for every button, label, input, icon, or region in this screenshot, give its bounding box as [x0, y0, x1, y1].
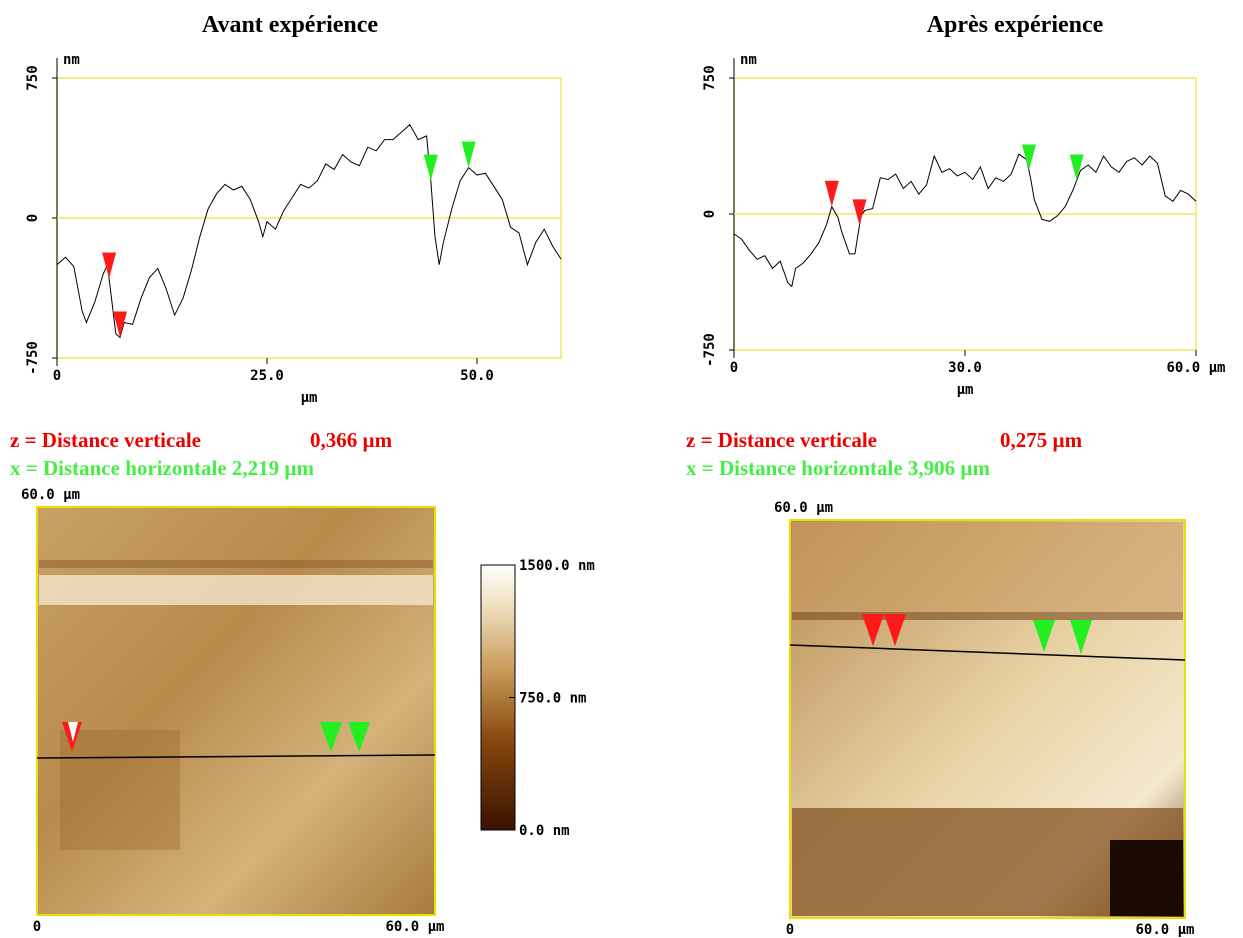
annotation-value: 0,275 µm: [1000, 428, 1083, 452]
y-axis-label: 60.0 µm: [774, 500, 833, 516]
annotation: x = Distance horizontale 3,906 µm: [686, 456, 991, 480]
x-tick-label: 0: [786, 922, 794, 938]
x-axis-label: µm: [957, 382, 974, 398]
profile-line: [56, 123, 562, 339]
x-tick-label: 0: [730, 360, 738, 376]
annotation: x = Distance horizontale 2,219 µm: [10, 456, 315, 480]
x-tick-label: 60.0 µm: [1135, 922, 1194, 938]
cursor-marker: [461, 141, 476, 168]
cursor-marker: [423, 154, 438, 181]
profile-line: [733, 153, 1197, 288]
y-tick-label: 0: [25, 214, 41, 222]
chart-title: Après expérience: [927, 12, 1104, 38]
x-tick-label: 0: [53, 368, 61, 384]
x-tick-label: 50.0: [460, 368, 494, 384]
cursor-marker: [824, 180, 839, 207]
colorbar-label: 750.0 nm: [519, 691, 586, 707]
cursor-marker: [102, 252, 117, 279]
x-tick-label: 60.0 µm: [385, 919, 444, 935]
x-tick-label: 30.0: [948, 360, 982, 376]
x-tick-label: 0: [33, 919, 41, 935]
cursor-marker: [1069, 154, 1084, 181]
x-tick-label: 60.0 µm: [1166, 360, 1225, 376]
colorbar-label: 1500.0 nm: [519, 558, 595, 574]
x-tick-label: 25.0: [250, 368, 284, 384]
y-unit: nm: [63, 52, 80, 68]
cursor-marker: [852, 199, 867, 226]
annotation: z = Distance verticale: [10, 428, 201, 452]
y-tick-label: 750: [702, 65, 718, 90]
annotation-value: 0,366 µm: [310, 428, 393, 452]
colorbar-label: 0.0 nm: [519, 823, 570, 839]
y-axis-label: 60.0 µm: [21, 487, 80, 503]
y-tick-label: -750: [702, 333, 718, 367]
y-unit: nm: [740, 52, 757, 68]
y-tick-label: 750: [25, 65, 41, 90]
y-tick-label: 0: [702, 210, 718, 218]
chart-title: Avant expérience: [202, 12, 379, 38]
x-axis-label: µm: [301, 390, 318, 406]
cursor-marker: [113, 311, 127, 338]
annotation: z = Distance verticale: [686, 428, 877, 452]
afm-image: [36, 506, 436, 916]
afm-image: [789, 519, 1186, 919]
cursor-marker: [1021, 144, 1036, 171]
y-tick-label: -750: [25, 341, 41, 375]
